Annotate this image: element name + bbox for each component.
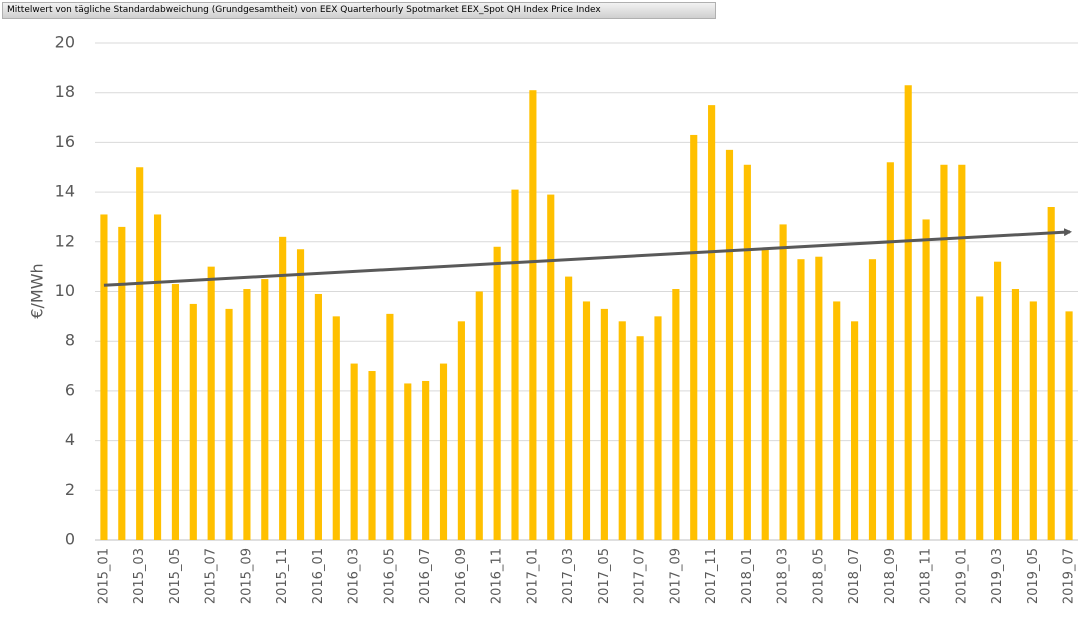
bar [600, 308, 608, 540]
bar [743, 164, 751, 540]
x-tick-label: 2019_03 [990, 548, 1005, 604]
bar [797, 259, 805, 540]
bar [958, 164, 966, 540]
x-tick-label: 2019_05 [1026, 548, 1041, 604]
x-tick-label: 2017_05 [597, 548, 612, 604]
x-tick-label: 2015_01 [96, 548, 111, 604]
bar [314, 293, 322, 540]
bar [332, 316, 340, 540]
bar [725, 149, 734, 541]
bar [350, 363, 358, 540]
x-tick-label: 2018_03 [776, 548, 791, 604]
bar [654, 316, 662, 540]
bar [779, 224, 787, 540]
bar [153, 214, 162, 540]
x-tick-label: 2017_11 [704, 548, 719, 604]
x-tick-label: 2018_11 [919, 548, 934, 604]
x-tick-label: 2015_09 [239, 548, 254, 604]
bar [904, 85, 912, 541]
x-tick-label: 2016_05 [382, 548, 397, 604]
bar [404, 383, 412, 540]
bar [279, 236, 287, 540]
x-tick-label: 2018_01 [740, 548, 755, 604]
x-tick-label: 2018_09 [883, 548, 898, 604]
x-tick-label: 2015_03 [132, 548, 147, 604]
y-tick-label: 18 [55, 82, 75, 101]
bar [171, 284, 180, 540]
bar [993, 261, 1002, 540]
bar [422, 380, 430, 540]
bar [118, 226, 126, 540]
bar [243, 289, 251, 540]
bar [475, 291, 483, 540]
bar [457, 321, 465, 540]
bar [618, 321, 626, 540]
chart-title: Mittelwert von tägliche Standardabweichu… [2, 2, 716, 19]
x-tick-label: 2015_07 [204, 548, 219, 604]
bar [368, 371, 376, 540]
bar [565, 276, 573, 540]
x-tick-label: 2016_11 [490, 548, 505, 604]
y-tick-label: 6 [65, 380, 75, 399]
x-tick-label: 2016_01 [311, 548, 326, 604]
x-tick-label: 2016_03 [347, 548, 362, 604]
y-tick-label: 20 [55, 33, 75, 52]
bar [582, 301, 591, 540]
x-tick-label: 2018_07 [847, 548, 862, 604]
bar [1029, 301, 1037, 540]
bar [672, 289, 680, 540]
bar [868, 259, 877, 540]
bar [708, 105, 716, 540]
trend-line [103, 228, 1072, 287]
bar [833, 301, 841, 540]
bar [922, 219, 930, 540]
x-tick-label: 2015_11 [275, 548, 290, 604]
x-tick-label: 2017_01 [525, 548, 540, 604]
bar [1047, 207, 1055, 540]
x-tick-label: 2016_07 [418, 548, 433, 604]
bar [976, 296, 984, 540]
x-tick-label: 2018_05 [811, 548, 826, 604]
bar [207, 266, 215, 540]
bar [296, 249, 305, 540]
bar [761, 249, 769, 540]
bar [529, 90, 537, 540]
y-tick-label: 4 [65, 430, 75, 449]
x-tick-label: 2019_07 [1062, 548, 1077, 604]
bar [886, 162, 894, 540]
y-tick-label: 8 [65, 331, 75, 350]
bar [136, 167, 144, 540]
bar [851, 321, 859, 540]
bar [1065, 311, 1073, 540]
y-tick-label: 0 [65, 530, 75, 549]
y-tick-label: 2 [65, 480, 75, 499]
bar [1011, 289, 1020, 540]
x-tick-label: 2016_09 [454, 548, 469, 604]
bar [100, 214, 108, 540]
bar [386, 313, 394, 540]
x-tick-label: 2015_05 [168, 548, 183, 604]
bar [636, 336, 644, 540]
bar [439, 363, 448, 540]
y-tick-label: 10 [55, 281, 75, 300]
y-axis-label: €/MWh [28, 263, 47, 318]
bar [261, 279, 269, 540]
bar [189, 303, 197, 540]
bar [690, 134, 698, 540]
x-tick-label: 2017_03 [561, 548, 576, 604]
bar [547, 194, 555, 540]
bar [225, 308, 233, 540]
bar [815, 256, 823, 540]
bar [493, 246, 501, 540]
y-tick-label: 16 [55, 132, 75, 151]
x-tick-label: 2017_07 [633, 548, 648, 604]
bar [940, 164, 948, 540]
y-tick-label: 12 [55, 231, 75, 250]
x-tick-label: 2017_09 [668, 548, 683, 604]
x-tick-label: 2019_01 [954, 548, 969, 604]
y-tick-label: 14 [55, 182, 75, 201]
bar [511, 189, 519, 541]
